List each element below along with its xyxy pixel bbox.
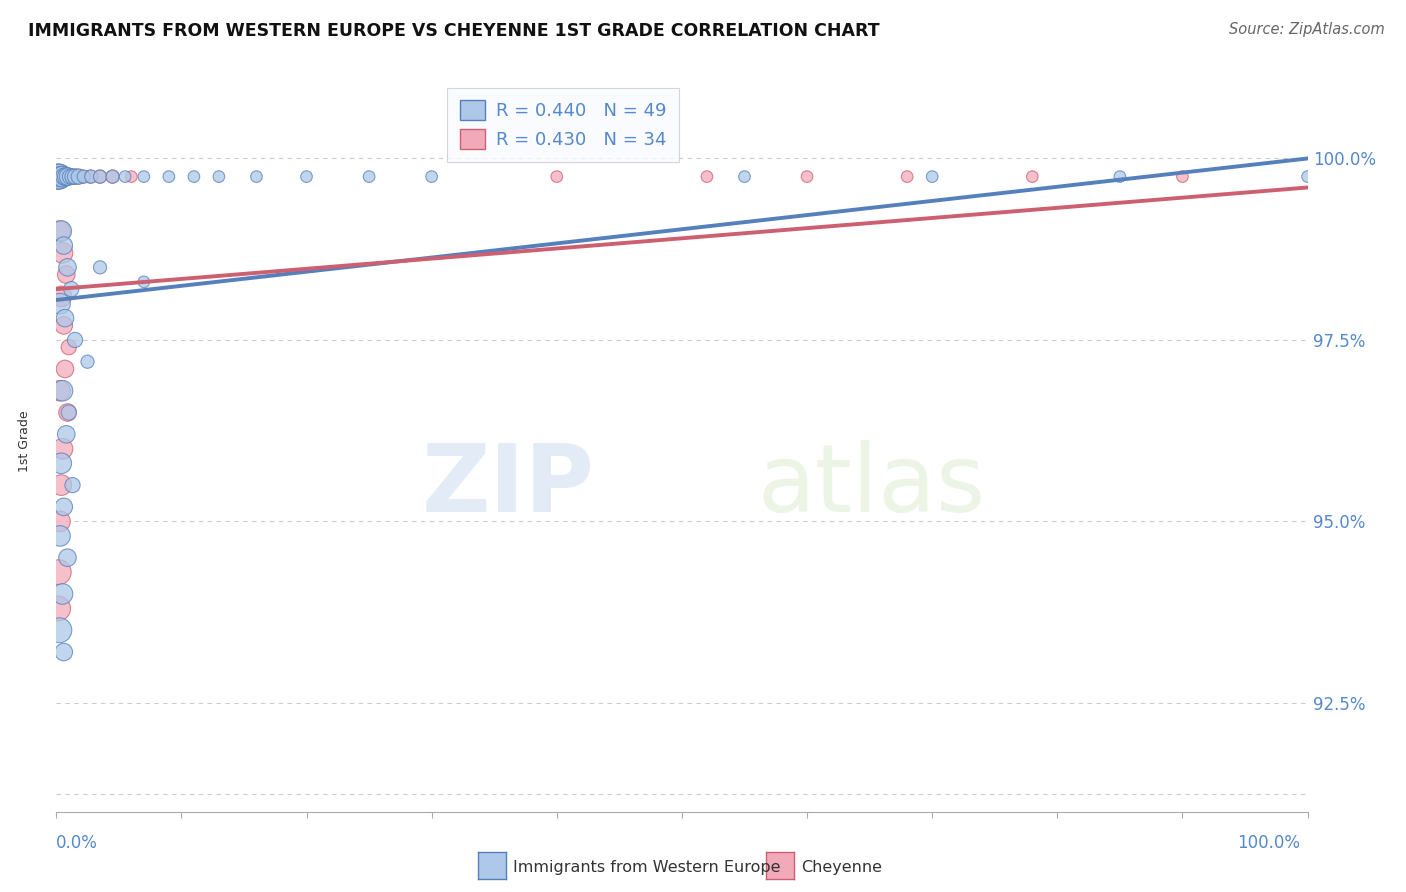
Point <box>734 169 756 184</box>
Point <box>696 169 718 184</box>
Point <box>46 169 69 184</box>
Point <box>51 587 73 601</box>
Point <box>101 169 124 184</box>
Point <box>51 224 73 238</box>
Point <box>51 169 73 184</box>
Point <box>49 169 72 184</box>
Text: atlas: atlas <box>756 440 986 532</box>
Point <box>295 169 318 184</box>
Point <box>51 289 73 303</box>
Point <box>76 354 98 368</box>
Point <box>62 478 84 492</box>
Point <box>132 169 155 184</box>
Point <box>157 169 180 184</box>
Point <box>55 169 77 184</box>
Point <box>63 333 86 347</box>
Text: 1st Grade: 1st Grade <box>18 410 31 473</box>
Point <box>51 384 73 398</box>
Point <box>796 169 818 184</box>
Point <box>49 224 72 238</box>
Point <box>52 238 75 252</box>
Point <box>51 456 73 470</box>
Point <box>62 169 84 184</box>
Point <box>63 169 86 184</box>
Point <box>49 169 72 184</box>
Point <box>245 169 267 184</box>
Point <box>48 169 70 184</box>
Point <box>72 169 94 184</box>
Point <box>49 515 72 529</box>
Point <box>1171 169 1194 184</box>
Point <box>67 169 90 184</box>
Point <box>56 550 79 565</box>
Point <box>53 169 76 184</box>
Text: 100.0%: 100.0% <box>1237 834 1301 852</box>
Point <box>89 169 111 184</box>
Point <box>52 318 75 333</box>
Point <box>89 260 111 275</box>
Point <box>49 296 72 310</box>
Point <box>132 275 155 289</box>
Point <box>896 169 918 184</box>
Point <box>55 268 77 282</box>
Point <box>53 169 76 184</box>
Text: IMMIGRANTS FROM WESTERN EUROPE VS CHEYENNE 1ST GRADE CORRELATION CHART: IMMIGRANTS FROM WESTERN EUROPE VS CHEYEN… <box>28 22 880 40</box>
Point <box>546 169 568 184</box>
Point <box>51 245 73 260</box>
Point <box>114 169 136 184</box>
Point <box>49 529 72 543</box>
Point <box>79 169 101 184</box>
Point <box>52 500 75 514</box>
Point <box>120 169 142 184</box>
Point <box>359 169 381 184</box>
Point <box>51 442 73 456</box>
Text: Cheyenne: Cheyenne <box>801 860 883 874</box>
Point <box>51 478 73 492</box>
Point <box>183 169 205 184</box>
Point <box>89 169 111 184</box>
Point <box>56 405 79 419</box>
Point <box>58 340 80 354</box>
Point <box>48 565 70 579</box>
Point <box>60 282 83 296</box>
Text: ZIP: ZIP <box>422 440 595 532</box>
Point <box>59 169 82 184</box>
Point <box>48 169 70 184</box>
Point <box>80 169 103 184</box>
Point <box>62 169 84 184</box>
Point <box>1109 169 1132 184</box>
Point <box>1021 169 1043 184</box>
Point <box>66 169 89 184</box>
Point <box>56 169 79 184</box>
Legend: R = 0.440   N = 49, R = 0.430   N = 34: R = 0.440 N = 49, R = 0.430 N = 34 <box>447 87 679 161</box>
Point <box>208 169 231 184</box>
Text: 0.0%: 0.0% <box>56 834 98 852</box>
Point <box>921 169 943 184</box>
Point <box>101 169 124 184</box>
Point <box>51 169 73 184</box>
Point <box>52 645 75 659</box>
Point <box>58 405 80 419</box>
Point <box>46 601 69 615</box>
Point <box>48 624 70 638</box>
Point <box>1296 169 1319 184</box>
Point <box>56 260 79 275</box>
Point <box>56 169 79 184</box>
Point <box>55 427 77 442</box>
Point <box>53 311 76 326</box>
Point <box>59 169 82 184</box>
Point <box>49 384 72 398</box>
Point <box>53 362 76 376</box>
Text: Source: ZipAtlas.com: Source: ZipAtlas.com <box>1229 22 1385 37</box>
Point <box>46 169 69 184</box>
Text: Immigrants from Western Europe: Immigrants from Western Europe <box>513 860 780 874</box>
Point <box>73 169 96 184</box>
Point <box>420 169 443 184</box>
